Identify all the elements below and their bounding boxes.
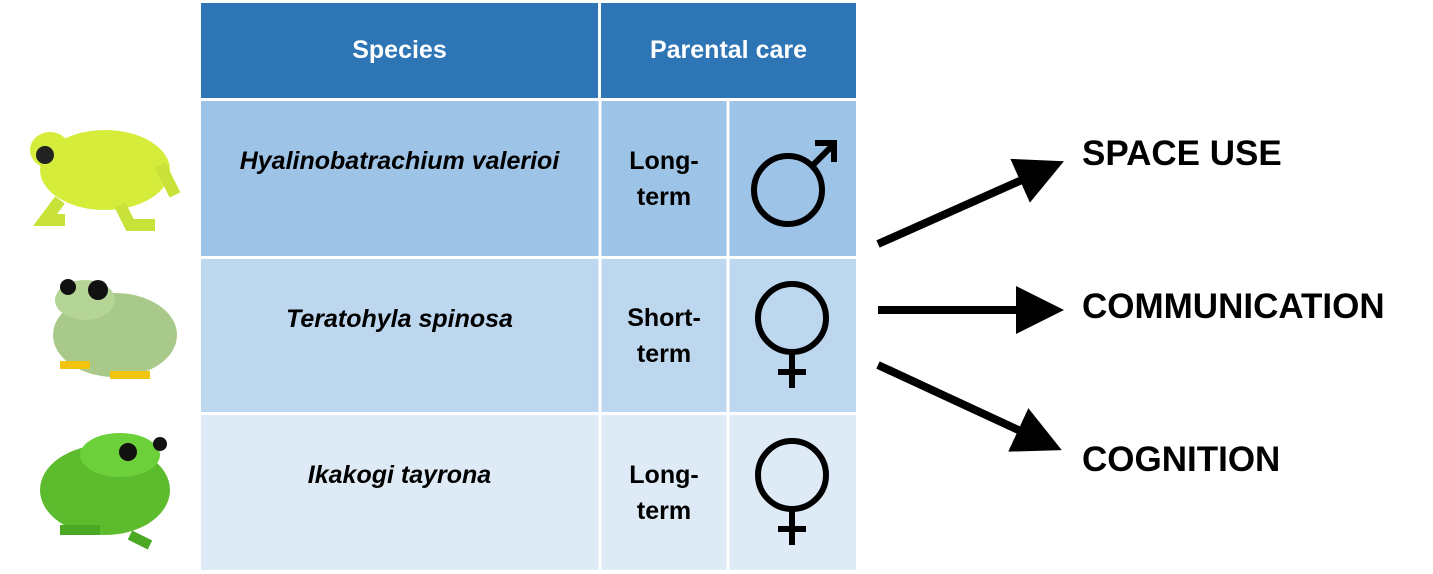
- care-duration: Long-term: [629, 146, 699, 211]
- arrows: [876, 158, 1064, 452]
- frog-image: [30, 130, 181, 231]
- outcome-label: COGNITION: [1082, 440, 1281, 479]
- female-symbol: [755, 281, 829, 388]
- male-symbol: [751, 140, 837, 227]
- species-name: Ikakogi tayrona: [307, 460, 492, 489]
- frog-image: [40, 433, 170, 550]
- species-name: Hyalinobatrachium valerioi: [239, 146, 560, 175]
- header-species: Species: [201, 3, 598, 98]
- outcome-label: COMMUNICATION: [1082, 287, 1385, 326]
- row-bg: [201, 259, 856, 412]
- header-parental-care: Parental care: [601, 3, 856, 98]
- row-bg: [201, 101, 856, 256]
- species-name: Teratohyla spinosa: [286, 304, 513, 333]
- care-duration: Short-term: [627, 303, 701, 368]
- row-bg: [201, 415, 856, 570]
- care-duration: Long-term: [629, 460, 699, 525]
- female-symbol: [755, 438, 829, 545]
- frog-image: [53, 279, 177, 379]
- outcome-label: SPACE USE: [1082, 134, 1282, 173]
